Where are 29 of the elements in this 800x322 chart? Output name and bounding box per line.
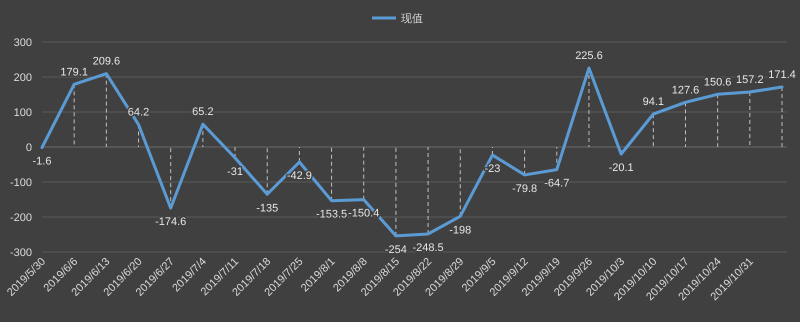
data-label: 150.6 <box>704 76 732 88</box>
data-label: -198 <box>449 224 472 236</box>
data-label: 127.6 <box>672 84 700 96</box>
data-label: -135 <box>256 202 278 214</box>
legend: 现值 <box>372 13 423 25</box>
data-label: -248.5 <box>412 242 444 254</box>
data-label: -31 <box>227 166 243 178</box>
data-label: 209.6 <box>92 56 120 68</box>
data-label: -254 <box>384 244 407 256</box>
legend-label: 现值 <box>401 13 423 25</box>
y-tick-label: 100 <box>14 107 32 119</box>
y-tick-label: -300 <box>10 247 32 259</box>
data-label: 225.6 <box>575 50 603 62</box>
y-tick-label: -100 <box>10 177 32 189</box>
data-label: 65.2 <box>192 106 214 118</box>
data-label: -79.8 <box>512 182 538 195</box>
data-label: 179.1 <box>60 66 88 78</box>
y-tick-label: 200 <box>14 72 32 84</box>
data-label: -174.6 <box>155 216 186 228</box>
data-label: -153.5 <box>316 208 348 221</box>
data-label: -1.6 <box>32 156 52 168</box>
data-label: 171.4 <box>768 69 796 82</box>
data-label: 94.1 <box>642 96 664 108</box>
data-label: -64.7 <box>544 178 570 190</box>
y-tick-label: -200 <box>10 212 32 224</box>
data-label: 157.2 <box>736 74 764 86</box>
y-tick-label: 300 <box>14 37 32 49</box>
data-label: -20.1 <box>608 162 634 174</box>
y-tick-label: 0 <box>26 142 32 154</box>
